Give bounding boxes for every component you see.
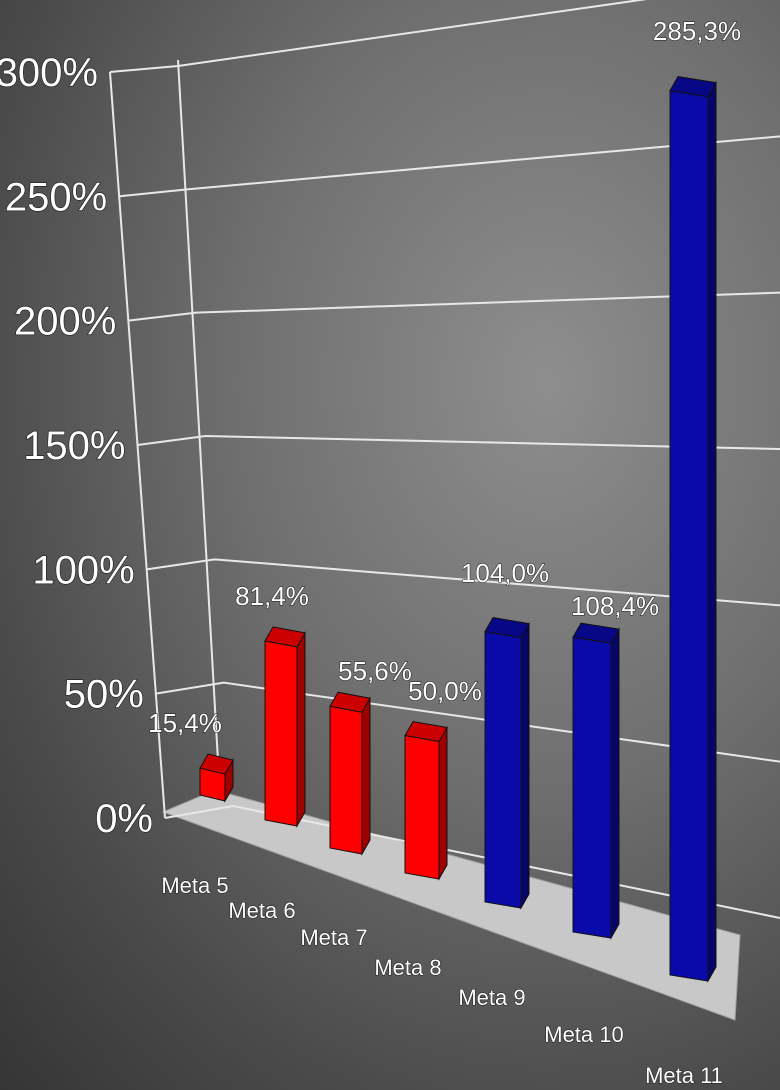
bar-value-label: 285,3% <box>653 16 741 46</box>
bar: 55,6% <box>329 656 412 856</box>
y-tick-label: 50% <box>64 673 144 717</box>
bar-top-face <box>404 720 448 743</box>
chart-floor <box>161 789 741 1021</box>
bar-side-face <box>520 621 530 910</box>
bar-top-face <box>329 691 371 713</box>
y-tick-label: 150% <box>23 424 125 468</box>
bar-side-face <box>707 80 717 983</box>
bar-top-face <box>199 753 234 775</box>
y-tick-label: 300% <box>0 51 98 95</box>
bar-value-label: 104,0% <box>461 558 549 588</box>
bar: 285,3% <box>652 16 742 983</box>
bar-front-face <box>484 631 522 909</box>
bar-front-face <box>404 734 440 880</box>
y-tick-label: 100% <box>32 548 134 592</box>
x-tick-label: Meta 11 <box>645 1063 723 1088</box>
y-tick-label: 0% <box>95 797 153 841</box>
bar-front-face <box>572 636 612 939</box>
x-tick-label: Meta 5 <box>161 873 228 898</box>
bar-front-face <box>264 640 298 827</box>
y-tick-label: 200% <box>14 300 116 344</box>
bar: 81,4% <box>235 581 309 828</box>
bar-value-label: 108,4% <box>571 591 659 621</box>
x-tick-label: Meta 10 <box>544 1022 624 1047</box>
bar-side-face <box>610 627 620 940</box>
bar: 104,0% <box>460 558 550 910</box>
bar-value-label: 15,4% <box>148 708 222 738</box>
back-axis-line <box>177 59 221 797</box>
y-axis: 0% 50% 100% 150% 200% 250% 300% <box>0 50 221 842</box>
bar-value-label: 50,0% <box>408 676 482 706</box>
x-tick-label: Meta 8 <box>374 955 441 980</box>
bar-side-face <box>296 631 306 828</box>
bar-top-face <box>264 626 306 648</box>
bar-front-face <box>669 89 709 982</box>
gridline <box>146 558 780 607</box>
bar-value-label: 55,6% <box>338 656 412 686</box>
x-tick-label: Meta 6 <box>228 898 295 923</box>
gridline <box>137 434 780 450</box>
bar-top-face <box>669 76 717 98</box>
x-tick-label: Meta 7 <box>300 925 367 950</box>
bar-value-label: 81,4% <box>235 581 309 611</box>
gridline <box>128 291 780 322</box>
y-axis-line <box>109 71 166 819</box>
bar: 108,4% <box>570 591 660 940</box>
bar-side-face <box>361 696 371 856</box>
bar-side-face <box>438 725 448 881</box>
bars: 15,4% 81,4% 55,6%50,0% 104,0% 108,4% 285,3% <box>148 16 742 983</box>
bar-top-face <box>572 622 620 644</box>
bar: 15,4% <box>148 708 234 803</box>
bar-top-face <box>484 617 530 639</box>
bar: 50,0% <box>404 676 482 881</box>
x-tick-label: Meta 9 <box>458 985 525 1010</box>
bar-front-face <box>329 705 363 855</box>
gridline <box>119 135 780 198</box>
y-tick-label: 250% <box>5 175 107 219</box>
